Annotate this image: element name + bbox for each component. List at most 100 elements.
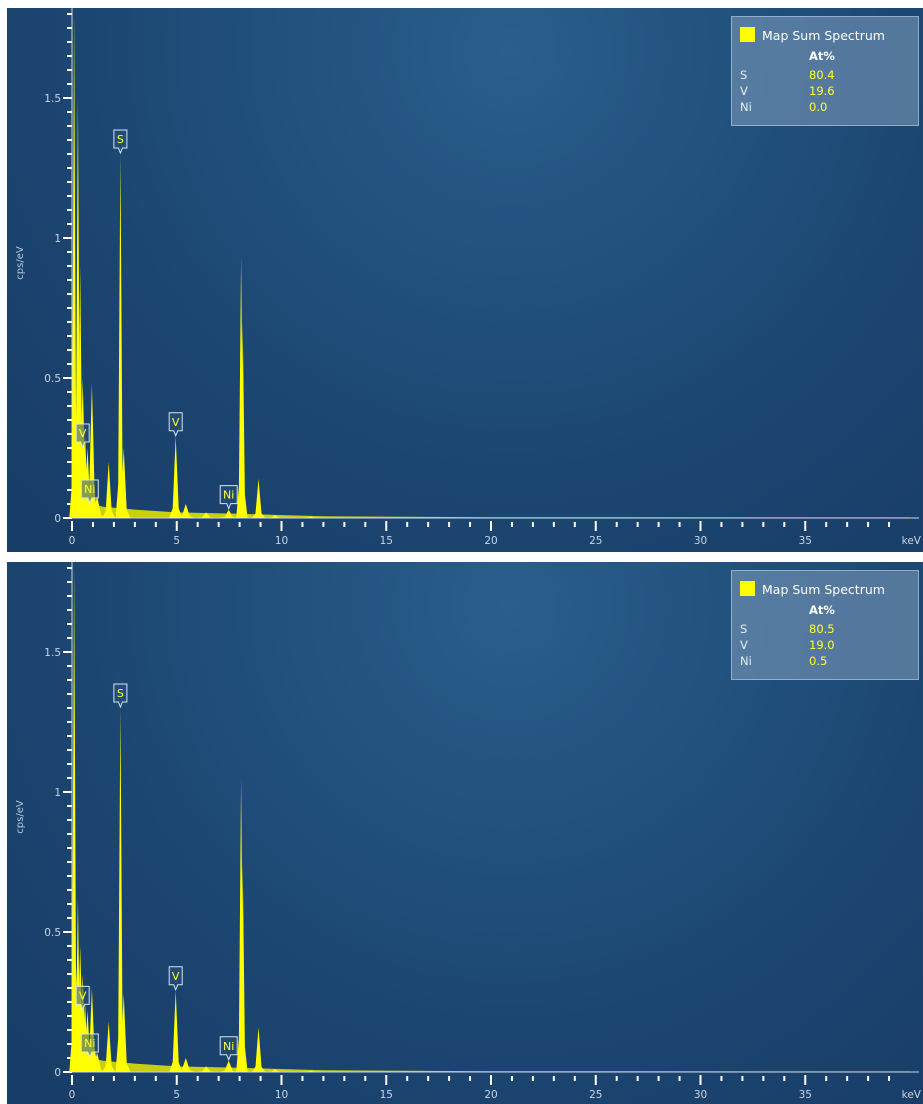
x-tick-label: 25 bbox=[589, 535, 602, 547]
x-tick-label: 20 bbox=[484, 535, 497, 547]
peak-marker-box bbox=[80, 479, 99, 505]
legend-row-ni: Ni 0.5 bbox=[740, 654, 910, 670]
x-tick-label: 10 bbox=[275, 535, 288, 547]
spectrum-peak bbox=[302, 1070, 320, 1072]
spectrum-peak bbox=[85, 1044, 103, 1072]
legend-column-header: At% bbox=[809, 49, 835, 63]
peak-marker-label: Ni bbox=[84, 483, 95, 496]
y-tick-label: 0.5 bbox=[44, 373, 61, 385]
spectrum-peak bbox=[237, 862, 248, 1072]
y-tick-label: 0 bbox=[54, 1067, 61, 1079]
x-tick-label: 5 bbox=[173, 535, 180, 547]
legend-row-ni: Ni 0.0 bbox=[740, 100, 910, 116]
peak-marker-v: V bbox=[75, 985, 90, 1011]
spectrum-peak bbox=[219, 1060, 238, 1072]
peak-marker-label: V bbox=[172, 416, 180, 429]
spectrum-peak bbox=[69, 14, 79, 518]
spectrum-peak bbox=[69, 568, 79, 1072]
peak-marker-box bbox=[168, 412, 183, 438]
spectrum-peak bbox=[76, 974, 90, 1072]
spectrum-peak bbox=[69, 400, 83, 518]
legend-box-bottom: Map Sum Spectrum At% S 80.5 V 19.0 Ni 0.… bbox=[731, 570, 919, 680]
peak-marker-box bbox=[75, 423, 90, 449]
spectrum-peak bbox=[73, 946, 87, 1072]
y-axis-label: cps/eV bbox=[15, 800, 26, 834]
legend-box-top: Map Sum Spectrum At% S 80.4 V 19.6 Ni 0.… bbox=[731, 16, 919, 126]
x-tick-label: 15 bbox=[380, 535, 393, 547]
x-tick-label: 30 bbox=[694, 535, 707, 547]
spectrum-peak bbox=[177, 504, 195, 518]
spectrum-peak bbox=[197, 512, 215, 518]
y-axis-label: cps/eV bbox=[15, 246, 26, 280]
peak-marker-s: S bbox=[113, 129, 128, 155]
spectrum-panel-bottom: 0 0.5 1 1.5 cps/eV 0 5 10 15 20 25 30 35 keV S V V Ni Ni M… bbox=[7, 562, 923, 1104]
peak-marker-label: S bbox=[117, 133, 124, 146]
x-tick-label: 20 bbox=[484, 1089, 497, 1101]
legend-element: V bbox=[740, 84, 748, 98]
x-tick-label: 0 bbox=[69, 1089, 76, 1101]
peak-marker-box bbox=[168, 966, 183, 992]
y-tick-label: 1.5 bbox=[44, 93, 61, 105]
spectrum-peak bbox=[117, 448, 131, 518]
peak-marker-ni: Ni bbox=[80, 1033, 99, 1059]
peak-marker-v: V bbox=[75, 423, 90, 449]
peak-marker-box bbox=[219, 485, 238, 510]
peak-marker-ni: Ni bbox=[219, 485, 238, 510]
spectrum-peak bbox=[169, 990, 183, 1072]
legend-value: 80.5 bbox=[809, 622, 835, 636]
peak-marker-label: S bbox=[117, 687, 124, 700]
spectrum-peak bbox=[237, 322, 248, 518]
legend-swatch bbox=[740, 581, 755, 596]
y-tick-label: 1.5 bbox=[44, 647, 61, 659]
legend-element: S bbox=[740, 68, 748, 82]
spectrum-peak bbox=[266, 515, 284, 518]
peak-marker-ni: Ni bbox=[219, 1036, 238, 1062]
spectrum-peak bbox=[251, 478, 266, 518]
spectrum-peak bbox=[102, 462, 116, 518]
peak-marker-label: Ni bbox=[84, 1037, 95, 1050]
x-tick-label: 35 bbox=[799, 1089, 812, 1101]
legend-value: 19.0 bbox=[809, 638, 835, 652]
peak-marker-box bbox=[75, 985, 90, 1011]
legend-value: 0.5 bbox=[809, 654, 828, 668]
spectrum-peak bbox=[73, 898, 83, 1072]
peak-marker-box bbox=[219, 1036, 238, 1062]
spectrum-peak bbox=[266, 1069, 284, 1072]
legend-element: Ni bbox=[740, 100, 752, 114]
spectrum-peak bbox=[73, 98, 83, 518]
spectrum-continuum bbox=[72, 490, 910, 518]
legend-element: V bbox=[740, 638, 748, 652]
y-tick-label: 0.5 bbox=[44, 927, 61, 939]
peak-marker-label: V bbox=[79, 989, 87, 1002]
x-tick-label: 15 bbox=[380, 1089, 393, 1101]
spectrum-peak bbox=[88, 495, 106, 518]
x-tick-label: 30 bbox=[694, 1089, 707, 1101]
x-tick-label: 25 bbox=[589, 1089, 602, 1101]
spectrum-peak bbox=[197, 1066, 215, 1072]
spectrum-peak bbox=[85, 988, 99, 1072]
peak-marker-label: V bbox=[172, 970, 180, 983]
peak-marker-s: S bbox=[113, 683, 128, 709]
legend-value: 80.4 bbox=[809, 68, 835, 82]
spectrum-panel-top: 0 0.5 1 1.5 cps/eV 0 5 10 15 20 25 30 35 keV S V V Ni Ni M… bbox=[7, 8, 923, 552]
spectrum-peak bbox=[115, 154, 126, 518]
peak-marker-ni: Ni bbox=[80, 479, 99, 505]
legend-title: Map Sum Spectrum bbox=[762, 28, 885, 43]
legend-element: S bbox=[740, 622, 748, 636]
x-tick-label: 10 bbox=[275, 1089, 288, 1101]
legend-title: Map Sum Spectrum bbox=[762, 582, 885, 597]
spectrum-peak bbox=[219, 509, 238, 518]
spectrum-peak bbox=[115, 708, 126, 1072]
peak-marker-v: V bbox=[168, 966, 183, 992]
legend-row-s: S 80.4 bbox=[740, 68, 910, 84]
spectrum-peak bbox=[78, 434, 92, 518]
legend-row-s: S 80.5 bbox=[740, 622, 910, 638]
legend-column-header: At% bbox=[809, 603, 835, 617]
spectrum-peak bbox=[88, 1052, 106, 1072]
spectrum-peak bbox=[236, 778, 246, 1072]
spectrum-peak bbox=[87, 484, 101, 518]
spectrum-peak bbox=[169, 436, 183, 518]
spectrum-peak bbox=[102, 1021, 116, 1072]
spectrum-peak bbox=[251, 1027, 266, 1072]
